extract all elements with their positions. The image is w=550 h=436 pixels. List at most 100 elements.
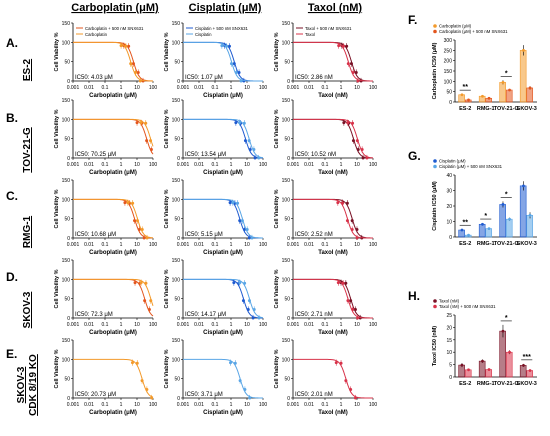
x-tick-label: 0.01 [194, 322, 204, 328]
panel-letter: H. [408, 289, 420, 303]
y-tick-label: 50 [284, 137, 290, 143]
y-tick-label: 50 [284, 217, 290, 223]
data-point [481, 94, 484, 98]
panel-letter: F. [408, 13, 417, 27]
x-tick-label: 0.1 [212, 322, 219, 328]
y-tick-label: 0 [287, 396, 290, 402]
x-tick-label: 10 [134, 322, 140, 328]
y-axis-title: Cell Viability % [164, 269, 170, 308]
data-point [487, 227, 491, 231]
col-header-cisplatin-a: Cisplatin ( [189, 2, 243, 14]
y-tick-label: 0 [177, 396, 180, 402]
x-tick-label: 0.001 [177, 402, 190, 408]
y-tick-label: 50 [284, 297, 290, 303]
legend-label: Taxol (nM) [439, 299, 460, 304]
x-tick-label: 1 [120, 85, 123, 91]
ic50-label: IC50: 2.52 nM [295, 232, 333, 238]
x-tick-label: 0.1 [322, 242, 329, 248]
x-tick-label: 10 [134, 402, 140, 408]
y-tick-label: 150 [282, 178, 291, 184]
x-tick-label: 1 [230, 85, 233, 91]
x-tick-label: 0.001 [287, 322, 300, 328]
data-point [487, 96, 491, 100]
y-axis-title: Cell Viability % [274, 189, 280, 228]
y-axis-title: Cisplatin IC50 (μM) [432, 181, 438, 231]
x-tick-label: 0.01 [84, 85, 94, 91]
x-tick-label: 0.01 [304, 322, 314, 328]
category-label: ES-2 [459, 106, 471, 112]
y-tick-label: 150 [172, 258, 181, 264]
y-tick-label: 100 [282, 117, 291, 123]
y-tick-label: 100 [62, 197, 71, 203]
bar-chart-f: F. 0 50 100 150 200 250 300 Carboplatin IC50 (μM… [408, 13, 537, 112]
ic50-label: IC50: 14.17 μM [185, 312, 226, 318]
bar [499, 82, 506, 103]
y-axis-title: Cell Viability % [54, 189, 60, 228]
row-d-letter: D. [6, 270, 18, 284]
y-tick-label: 150 [282, 258, 291, 264]
x-axis-title: Taxol (nM) [318, 250, 348, 256]
data-point [501, 203, 505, 206]
y-axis-title: Cell Viability % [274, 32, 280, 71]
ic50-label: IC50: 2.86 nM [295, 75, 333, 81]
y-axis-title: Cell Viability % [164, 32, 170, 71]
x-tick-label: 100 [149, 402, 158, 408]
bar [519, 185, 527, 238]
x-tick-label: 10 [354, 85, 360, 91]
y-axis-title: Cell Viability % [54, 349, 60, 388]
y-tick-label: 200 [444, 59, 453, 65]
dose-response-panel: 0 50 100 150 0.001 0.01 0.1 1 10 100 Carboplatin (… [54, 178, 157, 256]
dose-response-panel: 0 50 100 150 0.001 0.01 0.1 1 10 100 Cisplatin (μM… [164, 338, 267, 416]
x-tick-label: 0.1 [322, 162, 329, 168]
y-tick-label: 50 [174, 137, 180, 143]
x-tick-label: 0.01 [194, 402, 204, 408]
y-tick-label: 40 [446, 173, 452, 179]
y-tick-label: 150 [444, 69, 453, 75]
category-label: SKOV-3 [517, 106, 537, 112]
x-tick-label: 10 [244, 242, 250, 248]
data-point [528, 369, 532, 372]
category-label: ES-2 [459, 381, 471, 387]
data-point [501, 80, 505, 84]
dose-response-panel: 0 50 100 150 0.001 0.01 0.1 1 10 100 Taxol (nM) Cel… [274, 178, 377, 256]
y-tick-label: 150 [172, 21, 181, 27]
x-tick-label: 0.01 [194, 162, 204, 168]
x-tick-label: 10 [354, 162, 360, 168]
y-tick-label: 100 [282, 357, 291, 363]
y-tick-label: 100 [282, 277, 291, 283]
x-tick-label: 1 [340, 162, 343, 168]
legend-marker [433, 159, 437, 163]
control-curve [73, 278, 154, 306]
x-tick-label: 0.1 [212, 242, 219, 248]
dose-response-panel: 0 50 100 150 0.001 0.01 0.1 1 10 100 Carboplatin (… [54, 338, 157, 416]
x-tick-label: 100 [369, 162, 378, 168]
row-d-name: SKOV-3 [22, 291, 33, 328]
y-axis-title: Cell Viability % [274, 269, 280, 308]
x-tick-label: 0.001 [177, 162, 190, 168]
dose-response-panel: 0 50 100 150 0.001 0.01 0.1 1 10 100 Cisplatin (μM… [164, 258, 267, 336]
x-tick-label: 100 [259, 322, 268, 328]
x-tick-label: 0.01 [194, 85, 204, 91]
x-axis-title: Taxol (nM) [318, 170, 348, 176]
y-tick-label: 50 [64, 377, 70, 383]
significance-marker: *** [523, 354, 531, 361]
y-axis-title: Cell Viability % [164, 349, 170, 388]
x-tick-label: 0.001 [67, 85, 80, 91]
x-tick-label: 10 [134, 162, 140, 168]
data-point [467, 98, 470, 102]
legend-marker [433, 164, 437, 169]
category-label: SKOV-3 [517, 381, 537, 387]
x-tick-label: 0.001 [67, 242, 80, 248]
x-tick-label: 10 [134, 85, 140, 91]
y-axis-title: Cell Viability % [164, 109, 170, 148]
dose-response-panel: 0 50 100 150 0.001 0.01 0.1 1 10 100 Taxol (nM) Cel… [274, 21, 377, 99]
dose-response-panel: 0 50 100 150 0.001 0.01 0.1 1 10 100 Cisplatin (μM… [164, 98, 267, 176]
x-axis-title: Carboplatin (μM) [89, 170, 137, 176]
data-point [467, 233, 470, 237]
x-tick-label: 0.1 [102, 322, 109, 328]
data-point [487, 368, 491, 371]
x-axis-title: Carboplatin (μM) [89, 410, 137, 416]
ic50-label: IC50: 70.25 μM [75, 152, 116, 158]
bar [499, 204, 506, 238]
ic50-label: IC50: 10.68 μM [75, 232, 116, 238]
